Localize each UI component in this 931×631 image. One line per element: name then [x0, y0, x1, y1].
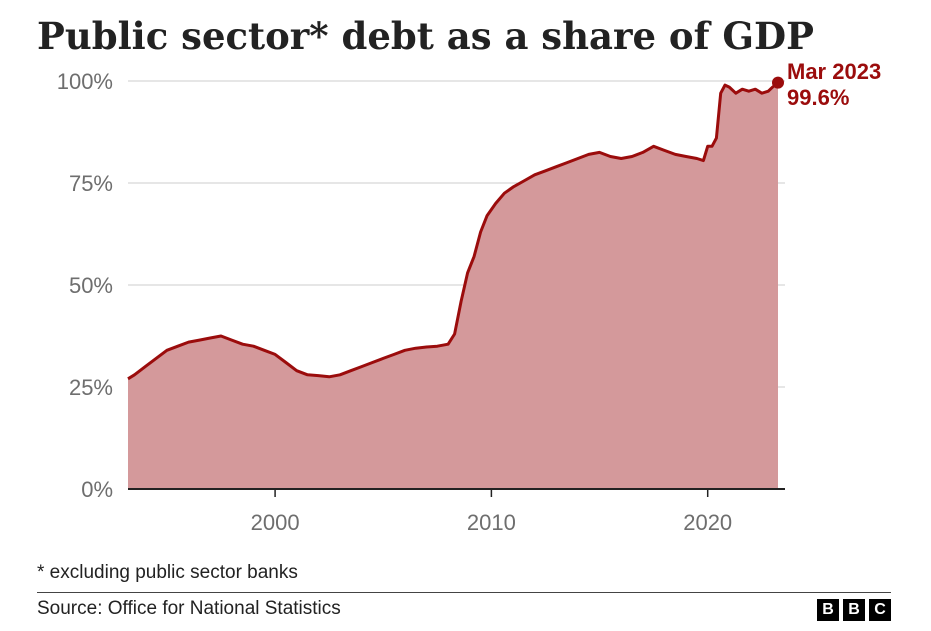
x-tick-marks: 2000 2010 2020: [251, 489, 732, 535]
footnote: * excluding public sector banks: [37, 562, 298, 583]
y-tick-label: 0%: [81, 477, 113, 502]
annotation-date-label: Mar 2023: [787, 59, 881, 84]
bbc-logo: B B C: [817, 599, 891, 621]
bbc-logo-letter: B: [817, 599, 839, 621]
y-tick-label: 100%: [57, 69, 113, 94]
source-note: Source: Office for National Statistics: [37, 598, 341, 619]
latest-value-marker: [772, 76, 784, 89]
debt-area: [128, 82, 778, 489]
y-tick-label: 25%: [69, 375, 113, 400]
x-tick-label: 2010: [467, 510, 516, 535]
bbc-logo-letter: C: [869, 599, 891, 621]
footer-divider: [37, 592, 891, 593]
y-tick-label: 75%: [69, 171, 113, 196]
x-tick-label: 2020: [683, 510, 732, 535]
bbc-logo-letter: B: [843, 599, 865, 621]
annotation-value-label: 99.6%: [787, 85, 849, 110]
debt-area-chart: 0% 25% 50% 75% 100% 2000 2010 2020 Mar 2023 99…: [57, 59, 881, 535]
y-tick-labels: 0% 25% 50% 75% 100%: [57, 69, 113, 502]
debt-line: [127, 81, 779, 381]
x-tick-label: 2000: [251, 510, 300, 535]
chart-title: Public sector* debt as a share of GDP: [37, 14, 814, 58]
y-tick-label: 50%: [69, 273, 113, 298]
